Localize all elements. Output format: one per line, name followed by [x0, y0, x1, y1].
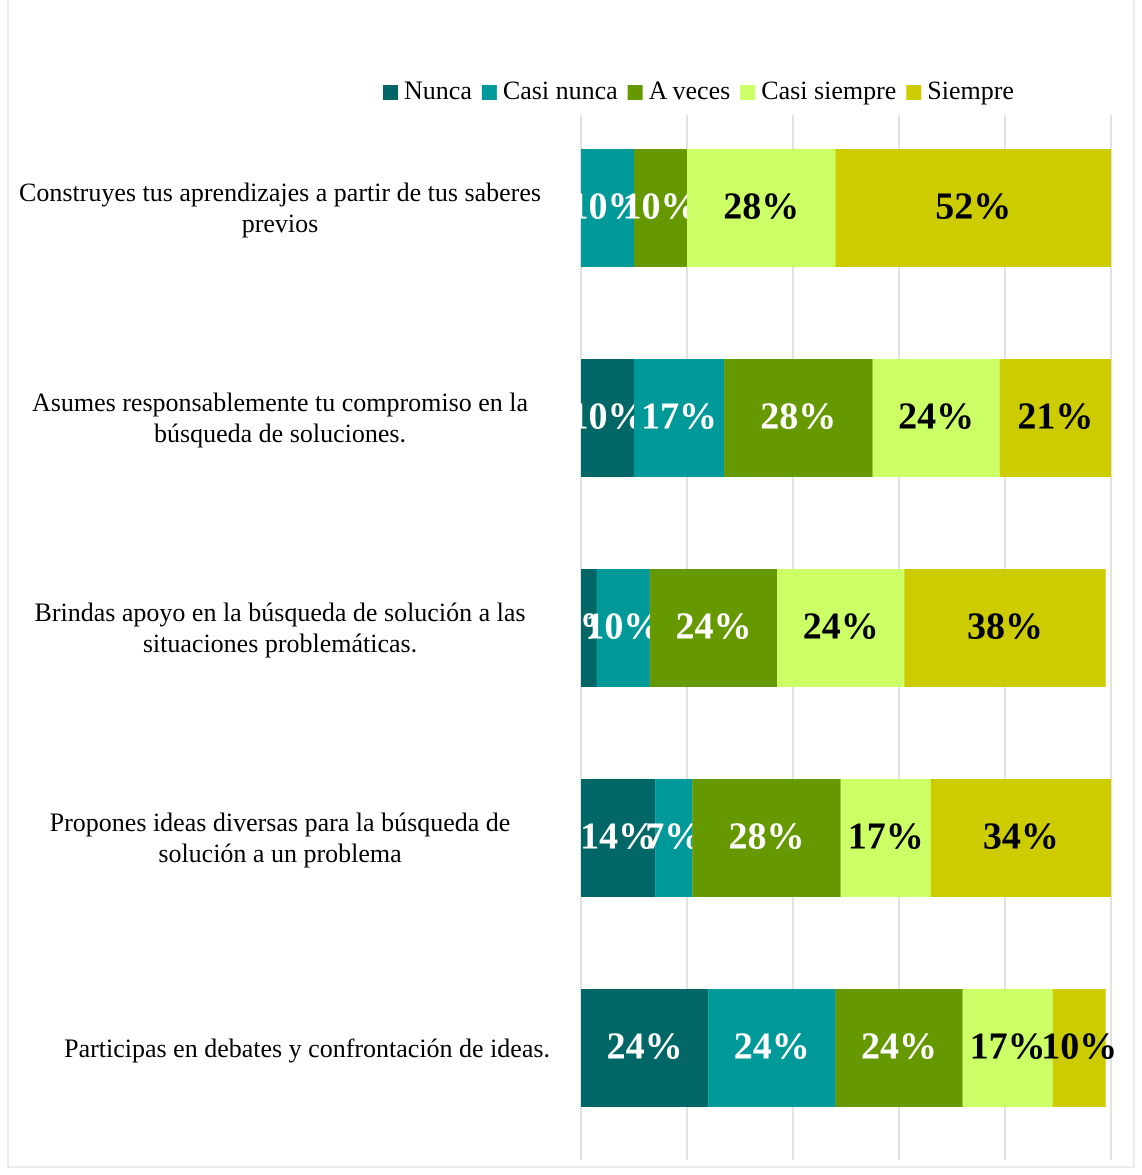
legend-label: A veces — [649, 76, 731, 105]
bar-segment — [930, 779, 1111, 897]
value-label: 10% — [623, 186, 699, 228]
value-label: 24% — [607, 1026, 683, 1068]
category-text: Construyes tus aprendizajes a partir de … — [18, 178, 541, 238]
bar-segment — [634, 359, 725, 477]
bar-segment — [581, 569, 597, 687]
value-label: 24% — [861, 1026, 937, 1068]
legend-label: Nunca — [404, 76, 472, 105]
bar-segment — [835, 149, 1111, 267]
value-label: 24% — [898, 396, 974, 438]
legend-swatch — [906, 85, 922, 100]
value-label: 14% — [580, 816, 656, 858]
value-label: 28% — [729, 816, 805, 858]
bar-segment — [777, 569, 905, 687]
value-label: 10% — [585, 606, 661, 648]
bar-segment — [581, 779, 656, 897]
category-text: Brindas apoyo en la búsqueda de solución… — [34, 598, 526, 658]
bar-segment — [649, 569, 778, 687]
value-label: 52% — [935, 186, 1011, 228]
bar-segment — [581, 359, 634, 477]
value-label: 17% — [848, 816, 924, 858]
category-text: Asumes responsablemente tu compromiso en… — [31, 388, 529, 448]
bar-segment — [962, 989, 1053, 1107]
legend-swatch — [383, 85, 398, 100]
bar-segment — [692, 779, 841, 897]
value-label: 24% — [803, 606, 879, 648]
value-label: 28% — [760, 396, 836, 438]
bar-segment — [687, 149, 836, 267]
category-label: Propones ideas diversas para la búsqueda… — [10, 779, 550, 897]
legend-label: Casi nunca — [503, 76, 618, 105]
value-label: 17% — [970, 1026, 1046, 1068]
category-text: Participas en debates y confrontación de… — [64, 1033, 550, 1063]
bar-segment — [724, 359, 873, 477]
value-label: 21% — [1017, 396, 1093, 438]
legend-swatch — [627, 85, 643, 100]
bar-segment — [596, 569, 650, 687]
bar-segment — [840, 779, 931, 897]
bar-segment — [581, 989, 709, 1107]
value-label: 28% — [723, 186, 799, 228]
value-label: 34% — [983, 816, 1059, 858]
value-label: 38% — [967, 606, 1043, 648]
category-label: Construyes tus aprendizajes a partir de … — [10, 149, 550, 267]
bar-segment — [904, 569, 1106, 687]
value-label: 10% — [570, 186, 646, 228]
bar-segment — [634, 149, 687, 267]
bar-segment — [708, 989, 836, 1107]
legend-label: Casi siempre — [761, 76, 896, 105]
legend-swatch — [481, 85, 497, 100]
category-label: Participas en debates y confrontación de… — [10, 989, 550, 1107]
category-text: Propones ideas diversas para la búsqueda… — [49, 808, 511, 868]
bar-segment — [581, 149, 634, 267]
category-label: Asumes responsablemente tu compromiso en… — [10, 359, 550, 477]
legend-swatch — [740, 85, 756, 100]
frame — [7, 0, 1135, 1168]
legend-label: Siempre — [927, 76, 1014, 105]
value-label: 24% — [734, 1026, 810, 1068]
value-label: 10% — [570, 396, 646, 438]
bar-segment — [835, 989, 963, 1107]
value-label: 24% — [676, 606, 752, 648]
bar-segment — [655, 779, 693, 897]
bar-segment — [999, 359, 1111, 477]
value-label: 17% — [641, 396, 717, 438]
bar-segment — [872, 359, 1000, 477]
bar-segment — [1052, 989, 1106, 1107]
value-label: 10% — [1041, 1026, 1117, 1068]
category-label: Brindas apoyo en la búsqueda de solución… — [10, 569, 550, 687]
